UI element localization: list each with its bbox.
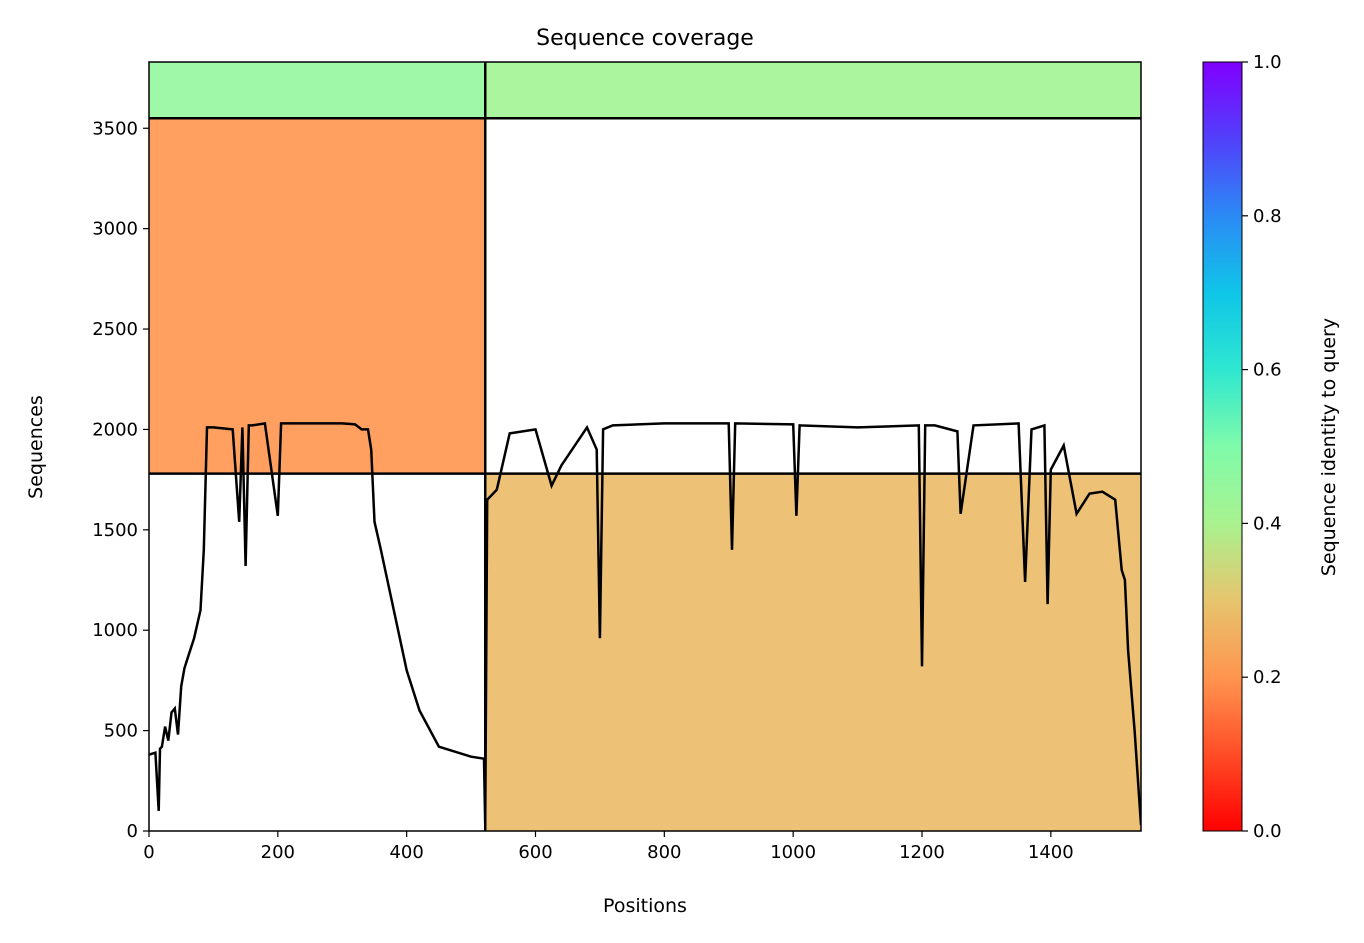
y-tick-label: 3500 (92, 118, 138, 139)
coverage-blocks (149, 62, 1141, 831)
colorbar (1202, 61, 1243, 832)
colorbar-tick-label: 0.8 (1253, 206, 1282, 227)
colorbar-tick-label: 0.2 (1253, 667, 1282, 688)
colorbar-tick-label: 0.6 (1253, 360, 1282, 381)
x-tick-label: 1400 (1028, 842, 1074, 863)
chart-title: Sequence coverage (536, 26, 754, 51)
y-tick-label: 2000 (92, 419, 138, 440)
coverage-block-3 (485, 473, 1141, 831)
colorbar-tick-label: 1.0 (1253, 52, 1282, 73)
coverage-line (149, 421, 1141, 826)
y-tick-label: 1000 (92, 620, 138, 641)
y-tick-label: 0 (127, 821, 138, 842)
y-tick-label: 500 (104, 721, 138, 742)
x-tick-label: 1000 (770, 842, 816, 863)
x-axis-ticks: 0 200 400 600 800 1000 1200 1400 (143, 831, 1074, 863)
x-tick-label: 1200 (899, 842, 945, 863)
y-axis-label: Sequences (25, 395, 47, 499)
coverage-block-1 (485, 62, 1141, 119)
colorbar-tick-label: 0.0 (1253, 821, 1282, 842)
x-tick-label: 400 (389, 842, 423, 863)
plot-frame (148, 61, 1142, 832)
coverage-block-2 (149, 118, 486, 474)
y-axis-ticks: 0 500 1000 1500 2000 2500 3000 3500 (92, 118, 149, 842)
coverage-block-0 (149, 62, 486, 119)
x-tick-label: 0 (143, 842, 154, 863)
y-tick-label: 3000 (92, 219, 138, 240)
x-tick-label: 800 (647, 842, 681, 863)
colorbar-tick-label: 0.4 (1253, 513, 1282, 534)
y-tick-label: 2500 (92, 319, 138, 340)
x-tick-label: 200 (261, 842, 295, 863)
colorbar-ticks: 0.0 0.2 0.4 0.6 0.8 1.0 (1242, 52, 1282, 842)
x-tick-label: 600 (518, 842, 552, 863)
colorbar-label: Sequence identity to query (1318, 318, 1340, 576)
x-axis-label: Positions (603, 895, 687, 917)
y-tick-label: 1500 (92, 520, 138, 541)
